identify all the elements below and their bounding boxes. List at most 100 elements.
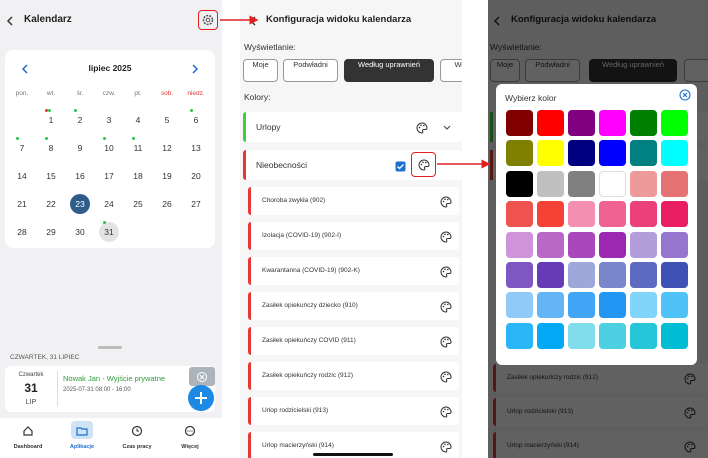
color-swatch[interactable] [568, 170, 595, 197]
day-number[interactable]: 14 [17, 171, 27, 181]
day-number[interactable]: 2 [77, 115, 83, 125]
color-swatch[interactable] [537, 262, 564, 288]
color-swatch[interactable] [506, 262, 533, 288]
color-swatch[interactable] [630, 170, 657, 197]
day-number[interactable]: 4 [135, 115, 141, 125]
tab[interactable]: Moje [243, 59, 278, 82]
color-swatch[interactable] [506, 140, 533, 167]
day-number[interactable]: 13 [191, 143, 201, 153]
color-swatch[interactable] [661, 110, 688, 136]
item-row[interactable] [248, 257, 459, 285]
color-swatch[interactable] [506, 170, 533, 197]
color-swatch[interactable] [599, 140, 626, 167]
nav-label[interactable]: Czas pracy [122, 444, 152, 450]
day-number[interactable]: 16 [75, 171, 85, 181]
day-number[interactable]: 6 [193, 115, 199, 125]
day-number[interactable]: 11 [133, 143, 143, 153]
add-button[interactable] [188, 385, 214, 411]
day-number[interactable]: 5 [164, 115, 170, 125]
palette-button[interactable] [440, 300, 452, 313]
item-row[interactable] [248, 397, 459, 425]
day-number[interactable]: 17 [104, 171, 114, 181]
color-swatch[interactable] [506, 292, 533, 319]
color-swatch[interactable] [630, 262, 657, 288]
day-number[interactable]: 20 [191, 171, 201, 181]
day-number[interactable]: 23 [75, 199, 85, 209]
color-swatch[interactable] [599, 292, 626, 319]
color-swatch[interactable] [661, 140, 688, 167]
color-swatch[interactable] [599, 262, 626, 288]
tab[interactable]: Według uprawnień [344, 59, 434, 82]
day-number[interactable]: 21 [17, 199, 27, 209]
day-number[interactable]: 19 [162, 171, 172, 181]
day-number[interactable]: 28 [17, 227, 27, 237]
color-swatch[interactable] [537, 231, 564, 258]
day-number[interactable]: 29 [46, 227, 56, 237]
nav-label[interactable]: Dashboard [13, 444, 43, 450]
color-swatch[interactable] [537, 110, 564, 136]
palette-button[interactable] [440, 405, 452, 418]
tab[interactable]: Podwładni [283, 59, 338, 82]
palette-button[interactable] [440, 265, 452, 278]
color-swatch[interactable] [506, 201, 533, 228]
palette-button[interactable] [440, 370, 452, 383]
prev-month[interactable] [20, 62, 30, 74]
dismiss-button[interactable] [196, 370, 208, 382]
item-row[interactable] [248, 327, 459, 355]
color-swatch[interactable] [599, 110, 626, 136]
item-row[interactable] [248, 362, 459, 390]
color-swatch[interactable] [506, 110, 533, 136]
day-number[interactable]: 27 [191, 199, 201, 209]
day-number[interactable]: 18 [133, 171, 143, 181]
item-row[interactable] [248, 222, 459, 250]
palette-button[interactable] [418, 158, 430, 171]
day-number[interactable]: 10 [104, 143, 114, 153]
expand-button[interactable] [442, 121, 452, 133]
close-button[interactable] [679, 88, 691, 101]
tab[interactable]: We [440, 59, 462, 82]
color-swatch[interactable] [599, 231, 626, 258]
day-number[interactable]: 7 [19, 143, 25, 153]
color-swatch[interactable] [568, 292, 595, 319]
palette-button[interactable] [440, 195, 452, 208]
checkbox[interactable] [395, 159, 406, 172]
palette-button[interactable] [440, 230, 452, 243]
nav-label[interactable]: Więcej [181, 444, 199, 450]
day-number[interactable]: 1 [48, 115, 54, 125]
group-row[interactable] [243, 112, 462, 142]
palette-button[interactable] [440, 335, 452, 348]
color-swatch[interactable] [568, 201, 595, 228]
settings-button[interactable] [201, 13, 215, 27]
day-number[interactable]: 25 [133, 199, 143, 209]
nav-icon[interactable] [76, 424, 88, 436]
color-swatch[interactable] [661, 292, 688, 319]
color-swatch[interactable] [630, 110, 657, 136]
color-swatch[interactable] [661, 201, 688, 228]
color-swatch[interactable] [506, 322, 533, 349]
day-number[interactable]: 22 [46, 199, 56, 209]
color-swatch[interactable] [537, 292, 564, 319]
day-number[interactable]: 15 [46, 171, 56, 181]
item-row[interactable] [248, 292, 459, 320]
color-swatch[interactable] [599, 201, 626, 228]
nav-icon[interactable] [22, 424, 34, 436]
day-number[interactable]: 9 [77, 143, 83, 153]
color-swatch[interactable] [630, 322, 657, 349]
day-number[interactable]: 26 [162, 199, 172, 209]
group-row[interactable] [243, 150, 462, 180]
palette-button[interactable] [440, 440, 452, 453]
color-swatch[interactable] [630, 231, 657, 258]
color-swatch[interactable] [568, 322, 595, 349]
day-number[interactable]: 3 [106, 115, 112, 125]
day-number[interactable]: 30 [75, 227, 85, 237]
color-swatch[interactable] [630, 140, 657, 167]
color-swatch[interactable] [537, 140, 564, 167]
color-swatch[interactable] [537, 170, 564, 197]
item-row[interactable] [248, 187, 459, 215]
color-swatch[interactable] [568, 231, 595, 258]
color-swatch[interactable] [537, 201, 564, 228]
color-swatch[interactable] [661, 231, 688, 258]
color-swatch[interactable] [568, 110, 595, 136]
color-swatch[interactable] [506, 231, 533, 258]
nav-label[interactable]: Aplikacje [69, 444, 95, 450]
